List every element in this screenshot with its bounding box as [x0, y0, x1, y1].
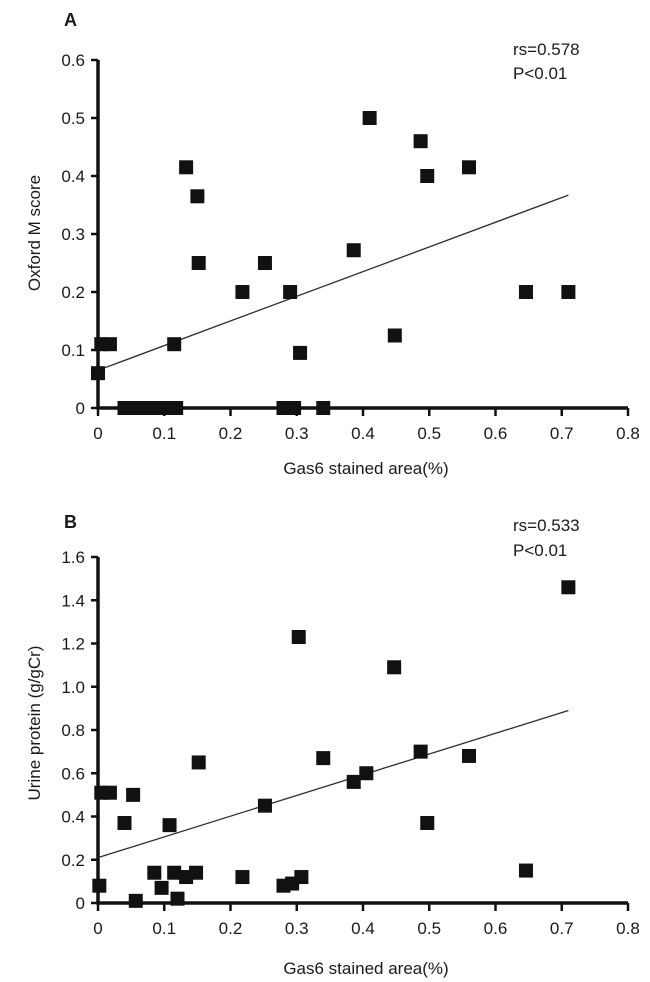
- data-point-a: [561, 285, 576, 299]
- data-point-a: [169, 401, 184, 415]
- data-point-b: [346, 774, 361, 789]
- x-tick-label-a: 0.2: [219, 424, 243, 443]
- y-axis-title-a: Oxford M score: [25, 175, 44, 291]
- data-point-b: [189, 865, 204, 880]
- panel-label-a: A: [64, 10, 77, 30]
- x-tick-label-b: 0: [93, 919, 102, 938]
- x-tick-label-b: 0.7: [550, 919, 574, 938]
- x-tick-label-b: 0.8: [616, 919, 640, 938]
- data-point-b: [235, 870, 250, 885]
- data-point-b: [102, 785, 117, 800]
- data-point-a: [287, 401, 302, 415]
- x-tick-label-b: 0.4: [351, 919, 375, 938]
- panel-b: B Urine protein (g/gCr) Gas6 stained are…: [25, 512, 640, 978]
- y-tick-label-b: 0.4: [61, 808, 85, 827]
- y-tick-label-a: 0.4: [61, 167, 85, 186]
- data-point-a: [316, 401, 331, 415]
- data-point-b: [257, 798, 272, 813]
- data-point-b: [162, 818, 177, 833]
- panel-label-b: B: [64, 512, 77, 532]
- stat-p-a: P<0.01: [513, 64, 567, 83]
- data-point-a: [276, 401, 291, 415]
- y-tick-label-a: 0: [76, 399, 85, 418]
- y-tick-label-a: 0.5: [61, 109, 85, 128]
- x-axis-title-a: Gas6 stained area(%): [283, 459, 448, 478]
- x-axis-title-b: Gas6 stained area(%): [283, 959, 448, 978]
- data-point-a: [102, 337, 117, 352]
- stat-p-b: P<0.01: [513, 541, 567, 560]
- data-point-b: [518, 863, 533, 878]
- data-point-a: [257, 256, 272, 270]
- data-point-a: [91, 366, 105, 381]
- data-point-a: [462, 160, 476, 175]
- data-point-b: [126, 787, 141, 802]
- data-point-a: [190, 189, 205, 204]
- x-tick-label-a: 0.1: [152, 424, 176, 443]
- data-point-b: [316, 751, 331, 766]
- data-point-a: [362, 111, 377, 125]
- data-point-b: [561, 580, 576, 595]
- data-point-b: [462, 748, 476, 763]
- y-tick-label-b: 1.4: [61, 591, 85, 610]
- x-tick-label-b: 0.1: [152, 919, 176, 938]
- x-tick-label-a: 0.8: [616, 424, 640, 443]
- y-tick-label-b: 0: [76, 894, 85, 913]
- y-tick-label-a: 0.2: [61, 283, 85, 302]
- data-point-b: [92, 878, 107, 893]
- x-tick-label-b: 0.5: [417, 919, 441, 938]
- y-tick-label-b: 1.2: [61, 635, 85, 654]
- data-point-b: [420, 815, 435, 830]
- data-point-b: [154, 880, 169, 895]
- data-point-a: [420, 169, 435, 183]
- y-tick-label-a: 0.3: [61, 225, 85, 244]
- data-point-b: [387, 660, 402, 675]
- x-tick-label-b: 0.6: [484, 919, 508, 938]
- data-point-a: [167, 337, 182, 352]
- y-axis-title-b: Urine protein (g/gCr): [25, 646, 44, 801]
- data-point-b: [128, 893, 143, 908]
- x-tick-label-a: 0.6: [484, 424, 508, 443]
- x-tick-label-b: 0.3: [285, 919, 309, 938]
- y-tick-label-b: 0.6: [61, 764, 85, 783]
- data-point-a: [293, 345, 308, 360]
- data-point-a: [179, 160, 194, 175]
- data-point-a: [283, 285, 298, 299]
- y-tick-label-a: 0.6: [61, 51, 85, 70]
- y-tick-label-b: 1.0: [61, 678, 85, 697]
- panel-a: A Oxford M score Gas6 stained area(%) rs…: [25, 10, 640, 478]
- y-tick-label-a: 0.1: [61, 341, 85, 360]
- data-point-b: [117, 815, 132, 830]
- data-point-b: [413, 744, 428, 759]
- data-point-a: [518, 285, 533, 299]
- data-point-b: [291, 630, 306, 645]
- x-tick-label-a: 0.4: [351, 424, 375, 443]
- x-tick-label-a: 0.3: [285, 424, 309, 443]
- data-point-a: [191, 256, 206, 270]
- stat-rs-b: rs=0.533: [513, 516, 580, 535]
- data-point-b: [167, 865, 182, 880]
- data-point-a: [235, 285, 250, 299]
- data-point-b: [191, 755, 206, 770]
- x-tick-label-a: 0: [93, 424, 102, 443]
- data-point-b: [294, 870, 309, 885]
- stat-rs-a: rs=0.578: [513, 40, 580, 59]
- data-point-a: [346, 243, 361, 258]
- data-point-b: [147, 865, 162, 880]
- x-tick-label-a: 0.7: [550, 424, 574, 443]
- y-tick-label-b: 0.2: [61, 851, 85, 870]
- data-point-a: [413, 134, 428, 149]
- x-tick-label-b: 0.2: [219, 919, 243, 938]
- x-tick-label-a: 0.5: [417, 424, 441, 443]
- trend-line-b: [97, 709, 569, 859]
- data-point-b: [170, 891, 185, 906]
- y-tick-label-b: 1.6: [61, 548, 85, 567]
- data-point-a: [387, 328, 402, 343]
- y-tick-label-b: 0.8: [61, 721, 85, 740]
- data-point-b: [359, 766, 374, 781]
